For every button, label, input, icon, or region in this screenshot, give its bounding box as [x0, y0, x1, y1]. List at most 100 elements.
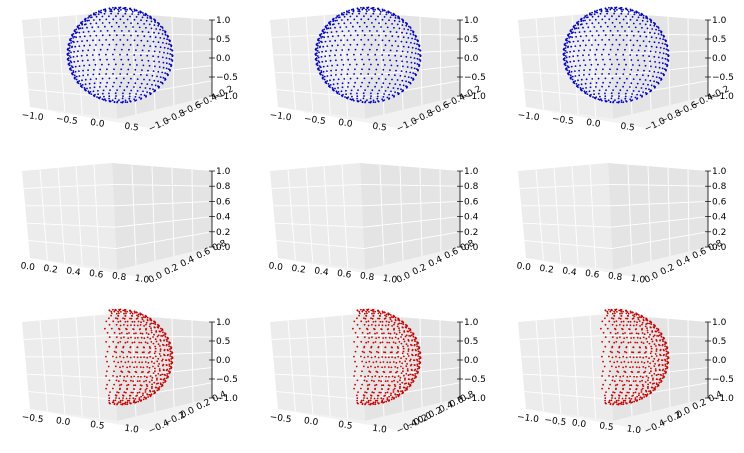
subplot-7: 1.00.50.0−0.5−1.0−0.5 0.0 0.5 1.0 −0.4−0.20.… [21, 308, 238, 437]
scatter-point [152, 365, 154, 368]
scatter-point [373, 397, 376, 400]
scatter-point [151, 379, 153, 382]
scatter-point [566, 37, 568, 40]
scatter-point [349, 43, 352, 46]
scatter-point [655, 348, 658, 351]
x-tick-label: 1.0 [124, 424, 140, 436]
scatter-point [120, 101, 122, 104]
scatter-point [577, 84, 580, 86]
scatter-point [161, 56, 164, 59]
scatter-point [595, 48, 598, 51]
scatter-point [370, 309, 373, 312]
grid-line [610, 216, 709, 228]
scatter-point [625, 317, 627, 320]
scatter-point [384, 351, 387, 354]
scatter-point [378, 324, 380, 326]
z-tick-label: −0.5 [712, 375, 734, 385]
scatter-point [397, 319, 399, 321]
grid-line [522, 71, 612, 77]
scatter-point [382, 398, 385, 400]
scatter-point [89, 35, 92, 37]
grid-line [191, 320, 194, 403]
grid-line [276, 240, 365, 250]
grid-line [57, 167, 66, 263]
scatter-point [650, 45, 653, 48]
scatter-point [645, 375, 648, 377]
scatter-point [136, 356, 139, 359]
scatter-point [618, 92, 620, 95]
scatter-point [370, 317, 372, 320]
scatter-point [101, 92, 104, 95]
scatter-point [622, 85, 624, 88]
scatter-point [94, 63, 97, 66]
grid-line [553, 16, 562, 112]
scatter-point [667, 60, 670, 62]
scatter-point [140, 19, 142, 22]
scatter-point [400, 55, 402, 58]
scatter-point [655, 345, 657, 347]
scatter-point [159, 374, 162, 377]
z-tick-label: 1.0 [712, 167, 727, 177]
scatter-point [143, 23, 146, 25]
scatter-point [629, 341, 632, 344]
scatter-point [631, 30, 633, 33]
scatter-point [365, 321, 368, 323]
scatter-point [638, 320, 641, 322]
scatter-point [341, 68, 343, 71]
scatter-point [358, 10, 361, 13]
scatter-point [358, 310, 361, 313]
scatter-point [606, 12, 608, 15]
scatter-point [152, 40, 155, 43]
scatter-point [363, 346, 365, 349]
grid-line [151, 15, 156, 110]
scatter-point [329, 79, 331, 82]
scatter-point [370, 394, 373, 397]
scatter-point [168, 372, 171, 375]
scatter-point [356, 97, 358, 100]
scatter-point [565, 60, 568, 62]
scatter-point [564, 62, 567, 64]
scatter-point [618, 309, 621, 312]
scatter-point [164, 33, 167, 36]
scatter-point [318, 37, 320, 40]
scatter-point [609, 350, 612, 353]
scatter-point [584, 15, 587, 17]
scatter-point [638, 14, 641, 16]
scatter-point [611, 397, 613, 399]
scatter-point [627, 10, 630, 13]
scatter-point [643, 69, 645, 72]
scatter-point [318, 61, 321, 64]
scatter-point [615, 355, 617, 358]
scatter-point [346, 53, 349, 56]
scatter-point [659, 339, 661, 342]
scatter-point [403, 331, 406, 333]
scatter-point [345, 93, 347, 96]
scatter-point [136, 90, 139, 92]
scatter-point [363, 397, 365, 399]
scatter-point [149, 93, 152, 96]
scatter-point [68, 50, 71, 52]
scatter-point [381, 388, 383, 390]
scatter-point [171, 49, 174, 52]
scatter-point [329, 40, 331, 42]
scatter-point [628, 26, 630, 28]
scatter-point [645, 323, 648, 325]
scatter-point [591, 15, 594, 18]
scatter-point [629, 375, 632, 378]
scatter-point [140, 375, 142, 378]
scatter-point [344, 96, 346, 98]
scatter-point [622, 375, 625, 377]
scatter-point [104, 9, 107, 12]
scatter-point [92, 90, 95, 93]
scatter-point [403, 340, 406, 343]
scatter-point [125, 380, 127, 383]
grid-line [23, 183, 114, 189]
scatter-point [407, 340, 410, 342]
scatter-point [112, 340, 115, 343]
scatter-point [389, 361, 391, 364]
x-tick-label: 0.8 [607, 271, 623, 283]
z-tick-label: 1.0 [216, 167, 231, 177]
scatter-point [97, 96, 100, 99]
scatter-point [133, 18, 136, 21]
scatter-point [384, 44, 387, 47]
